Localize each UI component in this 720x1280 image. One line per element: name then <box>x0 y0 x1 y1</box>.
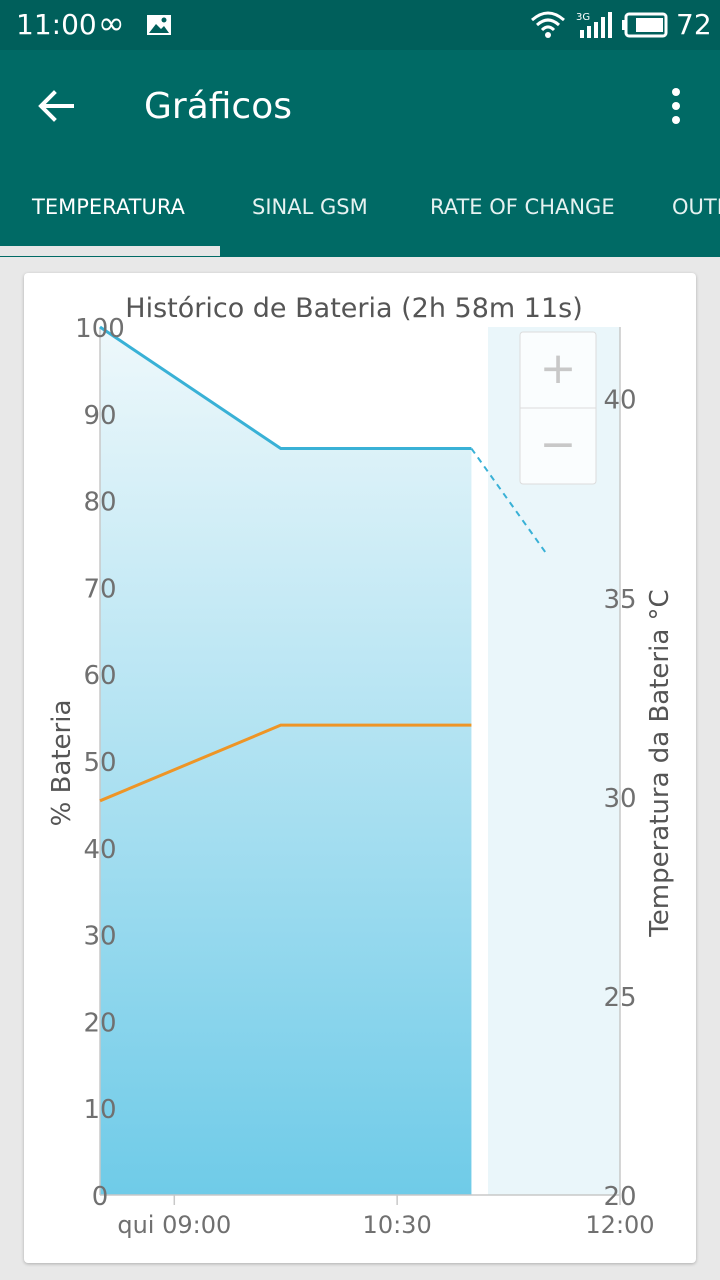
tab-indicator <box>0 246 220 256</box>
y-tick-label: 50 <box>83 748 116 778</box>
chart-card: 0 10 20 30 40 50 60 70 80 90 100 20 25 30 35 40 qui 09:0… <box>24 273 696 1263</box>
wifi-icon <box>531 11 565 38</box>
x-tick-label: 12:00 <box>585 1211 654 1239</box>
y-tick-label: 90 <box>83 401 116 431</box>
y2-axis-label: Temperatura da Bateria °C <box>645 589 675 937</box>
y2-tick-label: 35 <box>603 585 636 615</box>
status-bar: 11:00 ∞ 3G 72 <box>0 0 720 50</box>
y-tick-label: 10 <box>83 1095 116 1125</box>
y-tick-label: 40 <box>83 835 116 865</box>
zoom-in-button[interactable]: + <box>540 343 577 394</box>
battery-area-fill <box>100 327 472 1195</box>
zoom-out-button[interactable]: − <box>540 419 577 470</box>
y2-tick-label: 25 <box>603 983 636 1013</box>
chart-title: Histórico de Bateria (2h 58m 11s) <box>125 293 582 324</box>
infinity-icon: ∞ <box>98 4 125 42</box>
y-axis-label: % Bateria <box>47 700 77 827</box>
tab-temperatura[interactable]: TEMPERATURA <box>32 195 185 219</box>
y2-tick-label: 20 <box>603 1182 636 1212</box>
y2-tick-label: 30 <box>603 784 636 814</box>
image-icon <box>147 15 171 35</box>
y-tick-label: 100 <box>75 314 125 344</box>
status-time: 11:00 <box>16 8 97 41</box>
tab-outros[interactable]: OUTI <box>672 195 720 219</box>
battery-history-chart[interactable]: 0 10 20 30 40 50 60 70 80 90 100 20 25 30 35 40 qui 09:0… <box>24 273 696 1263</box>
page-title: Gráficos <box>144 86 293 127</box>
battery-percent-line <box>99 325 472 451</box>
x-tick-label: 10:30 <box>363 1211 432 1239</box>
network-type-label: 3G <box>576 12 590 23</box>
y2-tick-label: 40 <box>603 386 636 416</box>
more-vert-icon[interactable] <box>662 86 690 126</box>
battery-level: 72 <box>676 8 712 41</box>
x-tick-label: qui 09:00 <box>117 1211 231 1239</box>
y-tick-label: 0 <box>92 1182 109 1212</box>
signal-3g-icon: 3G <box>576 12 612 38</box>
y-tick-label: 80 <box>83 488 116 518</box>
tab-bar: TEMPERATURA SINAL GSM RATE OF CHANGE OUT… <box>0 165 720 257</box>
temperature-line <box>99 723 472 803</box>
arrow-back-icon[interactable] <box>36 86 76 126</box>
y-tick-label: 30 <box>83 922 116 952</box>
app-bar: Gráficos <box>0 50 720 165</box>
y-tick-label: 20 <box>83 1008 116 1038</box>
y-tick-label: 60 <box>83 661 116 691</box>
zoom-controls: + − <box>519 331 597 485</box>
y-tick-label: 70 <box>83 574 116 604</box>
tab-rate-of-change[interactable]: RATE OF CHANGE <box>430 195 615 219</box>
battery-icon <box>622 12 668 38</box>
tab-sinal-gsm[interactable]: SINAL GSM <box>252 195 368 219</box>
